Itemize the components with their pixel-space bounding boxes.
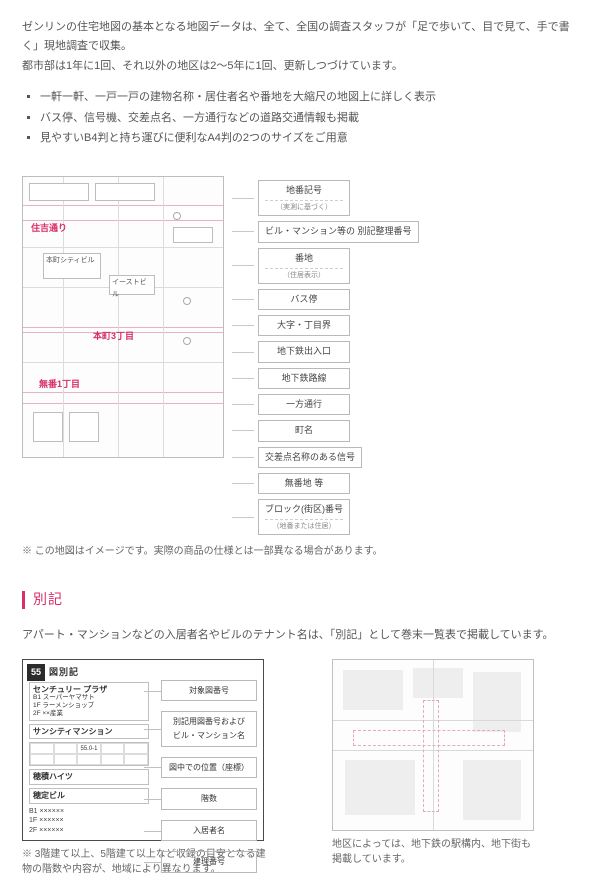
subway-caption: 地区によっては、地下鉄の駅構内、地下街も掲載しています。 (332, 837, 532, 867)
intro-text: ゼンリンの住宅地図の基本となる地図データは、全て、全国の調査スタッフが「足で歩い… (22, 18, 579, 76)
listing-entry: 穂積ハイツ (29, 769, 149, 785)
listing-badge-label: 図別記 (49, 665, 79, 680)
legend-item: ブロック(街区)番号（地番または住居） (232, 499, 419, 535)
map-legend: 地番記号（実測に基づく） ビル・マンション等の 別記整理番号 番地（住居表示） … (232, 176, 419, 535)
heading-accent-bar (22, 591, 25, 609)
section-title: 別記 (33, 588, 63, 612)
listing-canvas: 55 図別記 センチュリー プラザ B1 スーパーヤマサト 1F ラーメンショッ… (22, 659, 264, 841)
street-label: 住吉通り (31, 221, 67, 236)
listing-tag: 階数 (161, 788, 257, 810)
legend-item: バス停 (232, 289, 419, 310)
legend-item: 無番地 等 (232, 473, 419, 494)
feature-list: 一軒一軒、一戸一戸の建物名称・居住者名や番地を大縮尺の地図上に詳しく表示 バス停… (22, 88, 579, 148)
subway-figure: 地区によっては、地下鉄の駅構内、地下街も掲載しています。 (332, 659, 532, 867)
listing-entry: 穂定ビル (29, 788, 149, 804)
listing-grid: 55.0-1 (29, 742, 149, 766)
legend-item: 一方通行 (232, 394, 419, 415)
legend-item: 地番記号（実測に基づく） (232, 180, 419, 216)
legend-item: 町名 (232, 420, 419, 441)
listing-tag: 建理番号 (161, 851, 257, 873)
chome-b-label: 無番1丁目 (39, 377, 80, 392)
map-disclaimer: ※ この地図はイメージです。実際の商品の仕様とは一部異なる場合があります。 (22, 543, 579, 560)
subway-canvas (332, 659, 534, 831)
listing-tag: 図中での位置（座標） (161, 757, 257, 779)
listing-tags: 対象図番号 別記用図番号および ビル・マンション名 図中での位置（座標） 階数 … (161, 680, 257, 873)
listing-figure: 55 図別記 センチュリー プラザ B1 スーパーヤマサト 1F ラーメンショッ… (22, 659, 272, 877)
map-building-b: イーストビル (109, 275, 155, 295)
feature-item: 一軒一軒、一戸一戸の建物名称・居住者名や番地を大縮尺の地図上に詳しく表示 (40, 88, 579, 107)
feature-item: バス停、信号機、交差点名、一方通行などの道路交通情報も掲載 (40, 109, 579, 128)
map-canvas: 本町シティビル イーストビル 住吉通り 本町3丁目 無番1丁目 (22, 176, 224, 458)
listing-badge: 55 (27, 664, 45, 681)
listing-entry: センチュリー プラザ B1 スーパーヤマサト 1F ラーメンショップ 2F ××… (29, 682, 149, 721)
legend-item: 地下鉄出入口 (232, 341, 419, 362)
intro-line-2: 都市部は1年に1回、それ以外の地区は2〜5年に1回、更新しつづけています。 (22, 57, 579, 76)
sample-map-figure: 本町シティビル イーストビル 住吉通り 本町3丁目 無番1丁目 地番記号（実測に… (22, 176, 579, 560)
legend-item: 大字・丁目界 (232, 315, 419, 336)
listing-tag: 別記用図番号および ビル・マンション名 (161, 711, 257, 746)
legend-item: ビル・マンション等の 別記整理番号 (232, 221, 419, 242)
legend-item: 番地（住居表示） (232, 248, 419, 284)
listing-entry: サンシティマンション (29, 724, 149, 740)
listing-tag: 対象図番号 (161, 680, 257, 702)
legend-item: 地下鉄路線 (232, 368, 419, 389)
section-description: アパート・マンションなどの入居者名やビルのテナント名は、「別記」として巻末一覧表… (22, 626, 579, 645)
legend-item: 交差点名称のある信号 (232, 447, 419, 468)
listing-tag: 入居者名 (161, 820, 257, 842)
intro-line-1: ゼンリンの住宅地図の基本となる地図データは、全て、全国の調査スタッフが「足で歩い… (22, 18, 579, 55)
feature-item: 見やすいB4判と持ち運びに便利なA4判の2つのサイズをご用意 (40, 129, 579, 148)
chome-a-label: 本町3丁目 (93, 329, 134, 344)
map-building-a: 本町シティビル (43, 253, 101, 279)
section-heading: 別記 (22, 588, 579, 612)
listing-lines: B1 ×××××× 1F ×××××× 2F ×××××× (29, 807, 149, 836)
